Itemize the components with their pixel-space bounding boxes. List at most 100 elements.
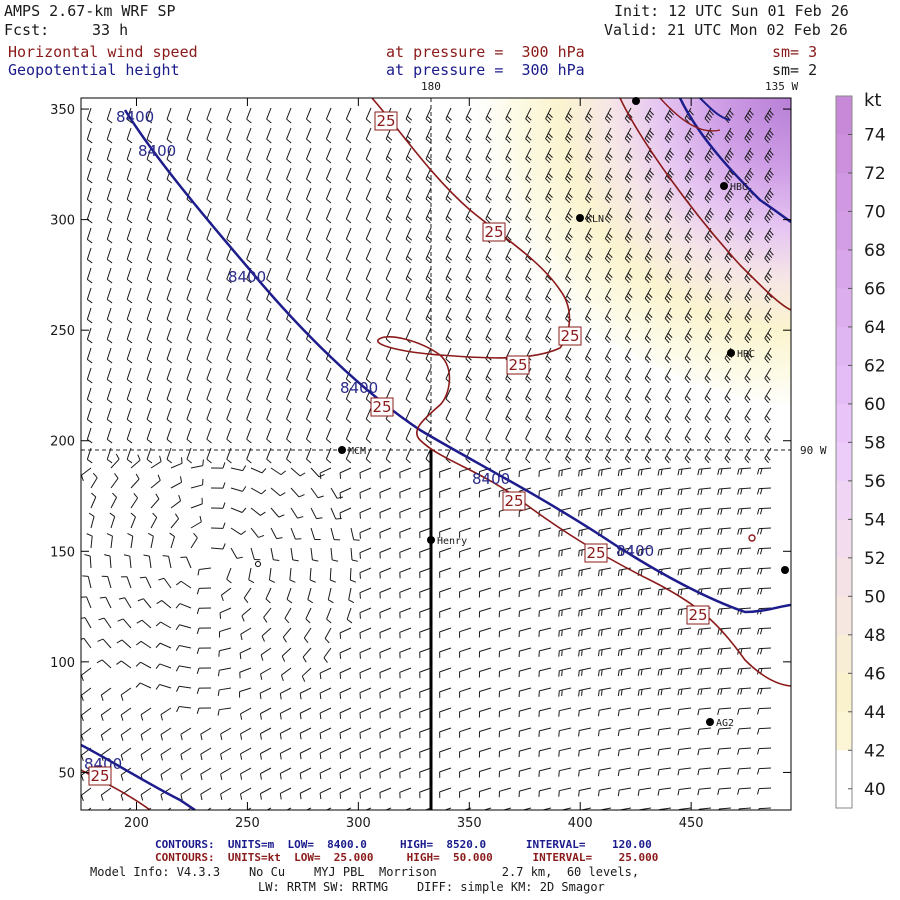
wind-barb bbox=[399, 787, 412, 799]
wind-barb bbox=[558, 667, 572, 677]
wind-barb bbox=[405, 107, 413, 124]
wind-barb bbox=[325, 327, 332, 344]
wind-barb bbox=[286, 287, 292, 304]
wind-barb bbox=[226, 107, 232, 124]
wind-barb bbox=[126, 267, 133, 284]
wind-barb bbox=[90, 492, 97, 509]
wind-barb bbox=[525, 167, 532, 184]
model-title: AMPS 2.67-km WRF SP bbox=[4, 2, 176, 20]
wind-barb bbox=[578, 707, 592, 717]
wind-barb bbox=[290, 467, 306, 477]
svg-text:25: 25 bbox=[508, 356, 527, 374]
wind-barb bbox=[379, 747, 392, 759]
wind-barb bbox=[445, 107, 452, 124]
wind-barb bbox=[419, 467, 432, 479]
wind-barb bbox=[764, 307, 773, 324]
wind-barb bbox=[350, 527, 360, 541]
wind-barb bbox=[299, 707, 312, 720]
wind-barb bbox=[717, 467, 732, 475]
wind-barb bbox=[190, 497, 203, 509]
wind-barb bbox=[305, 267, 312, 284]
wind-barb bbox=[86, 427, 93, 444]
wind-barb bbox=[518, 587, 532, 598]
wind-barb bbox=[345, 327, 352, 344]
wind-barb bbox=[657, 487, 672, 496]
wind-barb bbox=[744, 147, 754, 164]
wind-barb bbox=[365, 107, 372, 124]
wind-barb bbox=[518, 567, 532, 578]
svg-text:25: 25 bbox=[372, 398, 391, 416]
field-geopotential-height: Geopotential height bbox=[8, 61, 180, 79]
wind-barb bbox=[106, 247, 113, 264]
wind-barb bbox=[518, 607, 532, 618]
speed-contour-25-ne bbox=[619, 98, 791, 311]
wind-barb bbox=[240, 767, 252, 780]
wind-barb bbox=[443, 807, 452, 810]
wind-barb bbox=[226, 167, 232, 184]
wind-barb bbox=[578, 607, 592, 617]
wind-barb bbox=[498, 727, 512, 738]
wind-barb bbox=[644, 227, 653, 244]
wind-barb bbox=[419, 707, 432, 719]
init-time: Init: 12 UTC Sun 01 Feb 26 bbox=[614, 2, 849, 20]
wind-barb bbox=[624, 247, 633, 264]
wind-barb bbox=[379, 467, 392, 479]
wind-barb bbox=[624, 207, 633, 224]
longitude-label-90w: 90 W bbox=[800, 444, 827, 457]
wind-barb bbox=[498, 647, 512, 658]
wind-barb bbox=[86, 167, 93, 184]
height-contour-8400-main bbox=[123, 109, 791, 614]
wind-barb bbox=[717, 587, 732, 595]
wind-barb bbox=[677, 707, 692, 716]
wind-barb bbox=[518, 667, 532, 678]
wind-barb bbox=[146, 147, 153, 164]
wind-barb bbox=[399, 527, 412, 539]
longitude-label-135w: 135 W bbox=[765, 80, 799, 93]
wind-barb bbox=[290, 547, 299, 562]
wind-barb bbox=[143, 554, 152, 569]
wind-barb bbox=[120, 576, 132, 589]
wind-barb bbox=[279, 687, 292, 700]
wind-barb bbox=[220, 787, 232, 800]
wind-barb bbox=[578, 567, 592, 577]
wind-barb bbox=[136, 619, 152, 629]
wind-barb bbox=[738, 807, 752, 810]
wind-barb bbox=[180, 747, 192, 761]
wind-barb bbox=[359, 687, 372, 699]
wind-barb bbox=[319, 747, 332, 760]
wind-barb bbox=[764, 367, 772, 384]
wind-barb bbox=[379, 507, 392, 519]
wind-barb bbox=[565, 427, 572, 444]
colorbar-swatch bbox=[836, 673, 852, 713]
wind-barb bbox=[697, 467, 712, 476]
footer-contours-height: CONTOURS: UNITS=m LOW= 8400.0 HIGH= 8520… bbox=[155, 838, 652, 851]
wind-barb bbox=[405, 147, 413, 164]
wind-barb bbox=[597, 627, 612, 637]
wind-barb bbox=[226, 307, 232, 324]
wind-barb bbox=[737, 527, 752, 535]
wind-barb bbox=[521, 807, 532, 810]
wind-barb bbox=[106, 227, 113, 244]
wind-barb bbox=[439, 767, 452, 778]
wind-barb bbox=[259, 727, 272, 740]
wind-barb bbox=[282, 627, 292, 643]
wind-barb bbox=[737, 587, 752, 595]
wind-barb bbox=[379, 767, 392, 779]
wind-barb bbox=[717, 687, 732, 695]
wind-barb bbox=[286, 427, 292, 444]
wind-barb bbox=[565, 387, 572, 404]
wind-barb bbox=[86, 533, 93, 549]
wind-barb bbox=[345, 107, 352, 124]
wind-barb bbox=[206, 347, 212, 364]
wind-barb bbox=[186, 367, 192, 384]
wind-barb bbox=[764, 327, 773, 344]
wind-barb bbox=[186, 387, 192, 404]
wind-barb bbox=[445, 287, 452, 304]
wind-barb bbox=[584, 407, 592, 424]
wind-barb bbox=[266, 347, 272, 364]
wind-barb bbox=[737, 687, 752, 695]
wind-barb bbox=[127, 532, 134, 549]
colorbar-label: 58 bbox=[864, 433, 886, 453]
wind-barb bbox=[106, 407, 113, 424]
wind-barb bbox=[359, 607, 372, 619]
